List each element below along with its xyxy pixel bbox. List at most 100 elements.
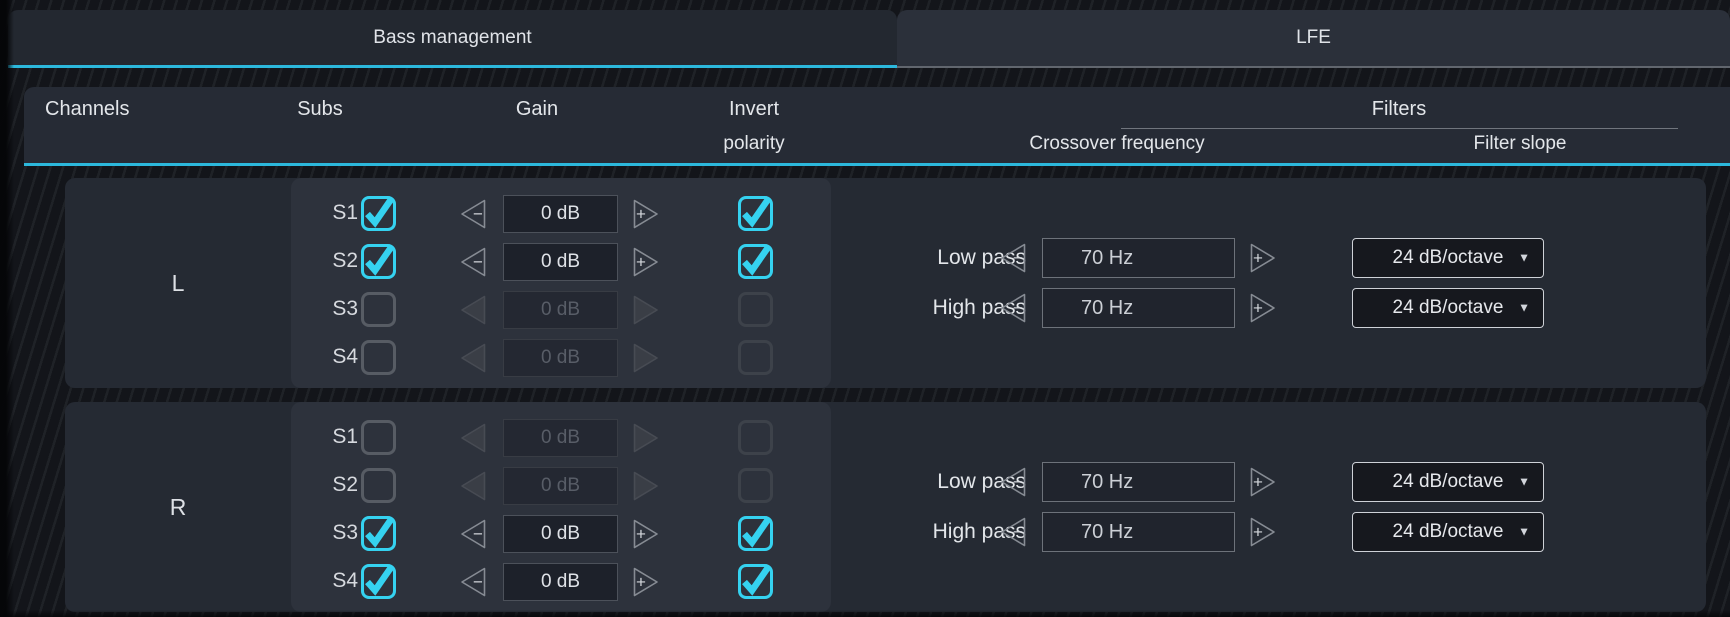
gain-value: 0 dB [540, 203, 581, 224]
frequency-value-box[interactable]: 70 Hz [1042, 238, 1235, 278]
frequency-value: 70 Hz [1081, 296, 1134, 319]
arrow-right-icon: + [1250, 293, 1275, 323]
filter-slope-value: 24 dB/octave [1392, 521, 1504, 542]
frequency-decrement-button[interactable]: − [998, 515, 1028, 549]
sub-label: S4 [332, 345, 358, 368]
gain-decrement-button[interactable]: − [458, 341, 488, 375]
sub-row: S3 − 0 dB + [291, 512, 831, 556]
tab-lfe[interactable]: LFE [897, 10, 1730, 68]
frequency-value-box[interactable]: 70 Hz [1042, 512, 1235, 552]
invert-polarity-checkbox[interactable] [738, 292, 773, 327]
arrow-left-icon: − [461, 423, 486, 453]
filter-slope-value: 24 dB/octave [1392, 297, 1504, 318]
gain-increment-button[interactable]: + [631, 341, 661, 375]
filter-label: High pass [932, 296, 1026, 319]
header-crossover-frequency: Crossover frequency [1029, 133, 1205, 154]
gain-value: 0 dB [540, 347, 581, 368]
gain-value: 0 dB [540, 523, 581, 544]
filter-row-low-pass: Low pass − 70 Hz + 24 dB/octave ▼ [65, 238, 1706, 278]
frequency-increment-button[interactable]: + [1248, 465, 1278, 499]
sub-enable-checkbox[interactable] [361, 292, 396, 327]
gain-decrement-button[interactable]: − [458, 469, 488, 503]
gain-value-box[interactable]: 0 dB [503, 515, 618, 553]
checkmark-icon [365, 196, 395, 228]
gain-value-box[interactable]: 0 dB [503, 291, 618, 329]
gain-value-box[interactable]: 0 dB [503, 419, 618, 457]
gain-value-box[interactable]: 0 dB [503, 243, 618, 281]
header-invert-polarity-line1: Invert [728, 98, 780, 120]
gain-increment-button[interactable]: + [631, 293, 661, 327]
sub-label: S2 [332, 249, 358, 272]
header-filters: Filters [1371, 98, 1427, 120]
filter-label: Low pass [937, 470, 1026, 493]
sub-enable-checkbox[interactable] [361, 340, 396, 375]
svg-text:−: − [473, 525, 483, 544]
frequency-decrement-button[interactable]: − [998, 291, 1028, 325]
arrow-left-icon: − [1001, 517, 1026, 547]
chevron-down-icon: ▼ [1518, 250, 1530, 265]
gain-decrement-button[interactable]: − [458, 517, 488, 551]
tab-bass-management[interactable]: Bass management [8, 10, 897, 68]
table-header: Channels Subs Gain Invert polarity Filte… [24, 87, 1730, 166]
filters-divider [1121, 128, 1678, 129]
svg-text:−: − [473, 253, 483, 272]
gain-decrement-button[interactable]: − [458, 421, 488, 455]
invert-polarity-checkbox[interactable] [738, 244, 773, 279]
gain-value-box[interactable]: 0 dB [503, 467, 618, 505]
invert-polarity-checkbox[interactable] [738, 564, 773, 599]
checkbox-frame [361, 292, 396, 327]
filter-label: Low pass [937, 246, 1026, 269]
invert-polarity-checkbox[interactable] [738, 340, 773, 375]
gain-value: 0 dB [540, 251, 581, 272]
filter-slope-dropdown[interactable]: 24 dB/octave ▼ [1352, 238, 1544, 278]
sub-enable-checkbox[interactable] [361, 564, 396, 599]
svg-text:+: + [1253, 523, 1263, 542]
sub-enable-checkbox[interactable] [361, 420, 396, 455]
checkmark-icon [742, 196, 772, 228]
invert-polarity-checkbox[interactable] [738, 196, 773, 231]
gain-increment-button[interactable]: + [631, 421, 661, 455]
sub-enable-checkbox[interactable] [361, 516, 396, 551]
gain-value-box[interactable]: 0 dB [503, 339, 618, 377]
sub-enable-checkbox[interactable] [361, 468, 396, 503]
channel-label: L [171, 269, 185, 296]
gain-decrement-button[interactable]: − [458, 245, 488, 279]
frequency-value-box[interactable]: 70 Hz [1042, 462, 1235, 502]
gain-decrement-button[interactable]: − [458, 197, 488, 231]
checkbox-frame [361, 196, 396, 231]
filter-slope-dropdown[interactable]: 24 dB/octave ▼ [1352, 462, 1544, 502]
svg-text:−: − [1013, 523, 1023, 542]
frequency-decrement-button[interactable]: − [998, 241, 1028, 275]
gain-decrement-button[interactable]: − [458, 293, 488, 327]
checkbox-frame [738, 564, 773, 599]
gain-increment-button[interactable]: + [631, 245, 661, 279]
gain-increment-button[interactable]: + [631, 517, 661, 551]
invert-polarity-checkbox[interactable] [738, 468, 773, 503]
frequency-increment-button[interactable]: + [1248, 291, 1278, 325]
gain-value-box[interactable]: 0 dB [503, 563, 618, 601]
gain-value-box[interactable]: 0 dB [503, 195, 618, 233]
gain-increment-button[interactable]: + [631, 565, 661, 599]
sub-label: S3 [332, 297, 358, 320]
header-filter-slope: Filter slope [1473, 133, 1567, 154]
checkmark-icon [365, 244, 395, 276]
arrow-right-icon: + [633, 519, 658, 549]
frequency-decrement-button[interactable]: − [998, 465, 1028, 499]
invert-polarity-checkbox[interactable] [738, 420, 773, 455]
sub-enable-checkbox[interactable] [361, 196, 396, 231]
sub-enable-checkbox[interactable] [361, 244, 396, 279]
channel-row-r: R S1 − 0 dB + S2 − 0 dB + S3 [65, 402, 1706, 612]
svg-text:−: − [1013, 299, 1023, 318]
frequency-increment-button[interactable]: + [1248, 241, 1278, 275]
gain-value: 0 dB [540, 475, 581, 496]
filter-slope-dropdown[interactable]: 24 dB/octave ▼ [1352, 512, 1544, 552]
filter-slope-dropdown[interactable]: 24 dB/octave ▼ [1352, 288, 1544, 328]
invert-polarity-checkbox[interactable] [738, 516, 773, 551]
header-gain: Gain [515, 98, 559, 120]
gain-increment-button[interactable]: + [631, 469, 661, 503]
frequency-value-box[interactable]: 70 Hz [1042, 288, 1235, 328]
svg-text:+: + [636, 253, 646, 272]
gain-decrement-button[interactable]: − [458, 565, 488, 599]
gain-increment-button[interactable]: + [631, 197, 661, 231]
frequency-increment-button[interactable]: + [1248, 515, 1278, 549]
